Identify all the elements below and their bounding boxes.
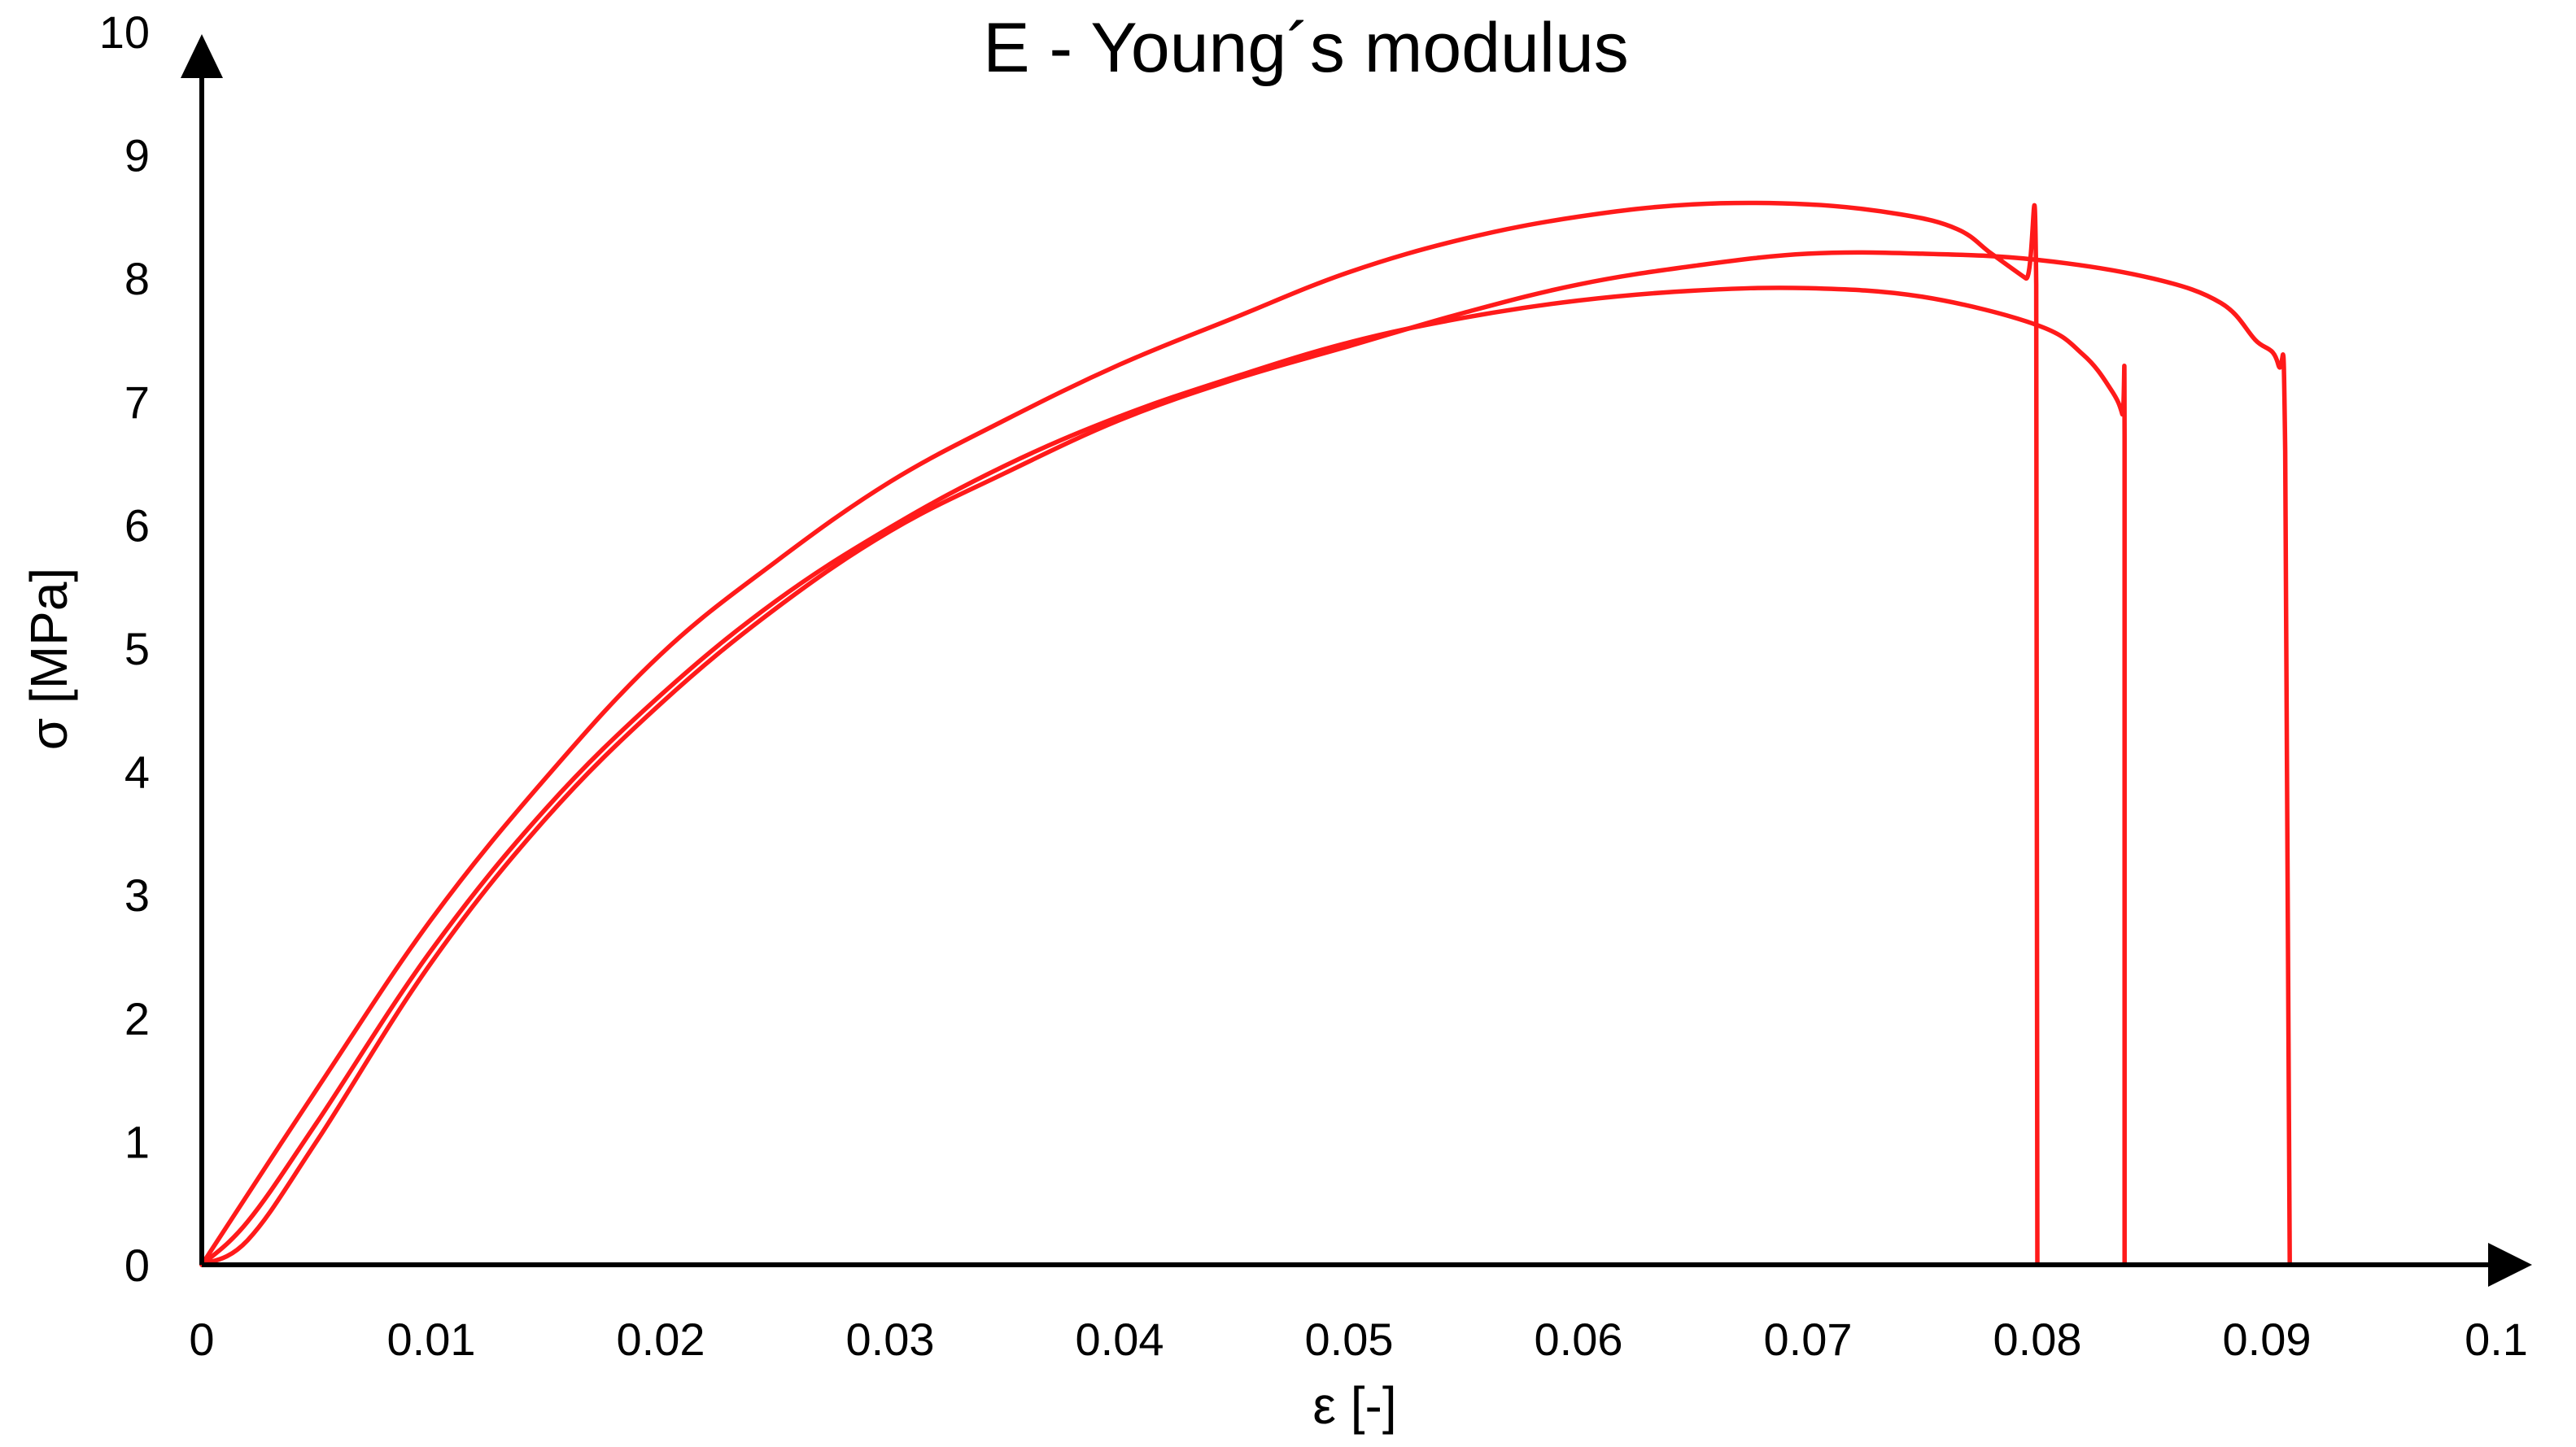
- x-tick-label: 0.04: [1076, 1314, 1164, 1365]
- series-layer: [199, 200, 2292, 1267]
- y-tick-label: 5: [124, 623, 150, 674]
- series-line-2: [199, 250, 2292, 1267]
- x-tick-label: 0.09: [2223, 1314, 2312, 1365]
- y-axis-arrow-icon: [181, 34, 223, 78]
- x-tick-label: 0.08: [1993, 1314, 2082, 1365]
- x-tick-label: 0.05: [1305, 1314, 1394, 1365]
- x-axis-arrow-icon: [2488, 1243, 2532, 1287]
- series-line-3: [199, 285, 2127, 1267]
- x-tick-label: 0.06: [1535, 1314, 1623, 1365]
- y-tick-label: 4: [124, 747, 150, 798]
- y-tick-label: 0: [124, 1240, 150, 1291]
- y-tick-label: 3: [124, 870, 150, 921]
- x-tick-labels: 0 0.01 0.02 0.03 0.04 0.05 0.06 0.07 0.08 0.09 0.1: [189, 1314, 2528, 1365]
- x-tick-label: 0.02: [617, 1314, 705, 1365]
- x-tick-label: 0.01: [387, 1314, 476, 1365]
- y-tick-label: 10: [99, 7, 150, 58]
- y-tick-label: 8: [124, 253, 150, 304]
- y-tick-label: 7: [124, 377, 150, 428]
- y-tick-label: 9: [124, 130, 150, 181]
- series-line-1: [199, 200, 2040, 1267]
- y-tick-label: 1: [124, 1116, 150, 1167]
- x-tick-label: 0.03: [846, 1314, 935, 1365]
- x-tick-label: 0: [189, 1314, 214, 1365]
- y-tick-label: 6: [124, 499, 150, 551]
- chart-title: E - Young´s modulus: [983, 9, 1629, 87]
- y-tick-labels: 0 1 2 3 4 5 6 7 8 9 10: [99, 7, 150, 1291]
- x-tick-label: 0.07: [1764, 1314, 1853, 1365]
- x-axis-label: ε [-]: [1312, 1376, 1396, 1435]
- x-tick-label: 0.1: [2465, 1314, 2528, 1365]
- y-tick-label: 2: [124, 993, 150, 1044]
- y-axis-label: σ [MPa]: [20, 568, 78, 750]
